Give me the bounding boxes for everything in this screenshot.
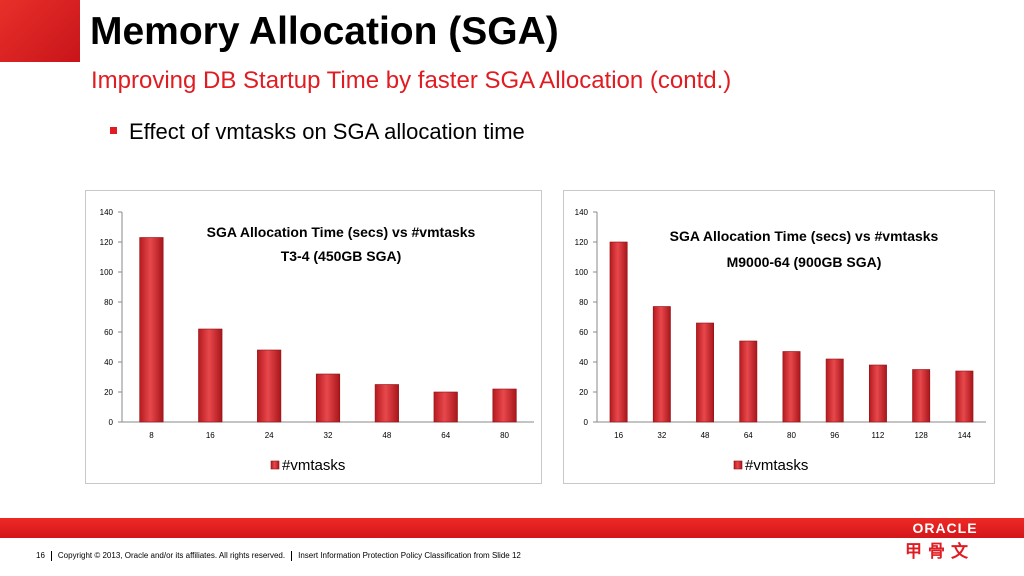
chart-svg: 0 20 40 60 80 100 120 140 8 16 24 32 48 64 80 SGA Alloc… bbox=[100, 208, 534, 474]
bullet-text: Effect of vmtasks on SGA allocation time bbox=[129, 119, 525, 144]
bar-48 bbox=[374, 384, 399, 423]
y-tick-label: 0 bbox=[109, 418, 114, 427]
y-tick-label: 100 bbox=[575, 268, 589, 277]
chart-title-line1: SGA Allocation Time (secs) vs #vmtasks bbox=[670, 228, 939, 244]
slide-subtitle: Improving DB Startup Time by faster SGA … bbox=[91, 67, 732, 94]
x-tick-label: 112 bbox=[872, 431, 885, 440]
x-tick-label: 8 bbox=[149, 431, 154, 440]
legend-label: #vmtasks bbox=[745, 457, 808, 474]
y-tick-label: 80 bbox=[579, 298, 588, 307]
page-number: 16 bbox=[36, 551, 45, 561]
footer-separator bbox=[291, 551, 293, 561]
bar-16 bbox=[609, 241, 628, 423]
slide-title: Memory Allocation (SGA) bbox=[90, 10, 559, 53]
classification-text: Insert Information Protection Policy Cla… bbox=[298, 551, 521, 561]
y-tick-label: 20 bbox=[579, 388, 588, 397]
chart-title-line2: T3-4 (450GB SGA) bbox=[281, 248, 402, 264]
x-tick-label: 128 bbox=[914, 431, 928, 440]
y-tick-label: 140 bbox=[100, 208, 114, 217]
y-tick-label: 100 bbox=[100, 268, 114, 277]
y-tick-label: 60 bbox=[104, 328, 113, 337]
bar-16 bbox=[198, 328, 223, 423]
bar-48 bbox=[696, 322, 715, 423]
bar-64 bbox=[739, 340, 758, 423]
oracle-logo: ORACLE bbox=[912, 520, 978, 536]
bullet-square-icon bbox=[110, 126, 117, 134]
x-tick-label: 96 bbox=[830, 431, 839, 440]
oracle-cn-logo: 甲骨文 bbox=[905, 542, 974, 562]
x-tick-label: 48 bbox=[701, 431, 710, 440]
y-tick-label: 40 bbox=[579, 358, 588, 367]
y-tick-label: 40 bbox=[104, 358, 113, 367]
y-tick-label: 140 bbox=[575, 208, 589, 217]
footer-separator bbox=[50, 551, 52, 561]
y-tick-label: 120 bbox=[575, 238, 589, 247]
x-tick-label: 24 bbox=[265, 431, 274, 440]
y-tick-label: 20 bbox=[104, 388, 113, 397]
chart-svg: 0 20 40 60 80 100 120 140 16 32 48 64 80 96 112 128 144 S… bbox=[575, 208, 986, 474]
chart-title-line2: M9000-64 (900GB SGA) bbox=[727, 254, 882, 270]
legend-swatch bbox=[270, 460, 280, 470]
x-tick-label: 64 bbox=[441, 431, 450, 440]
bullet-item: Effect of vmtasks on SGA allocation time bbox=[110, 119, 525, 145]
x-tick-label: 16 bbox=[614, 431, 623, 440]
chart-t3-4: 0 20 40 60 80 100 120 140 8 16 24 32 48 64 80 SGA Alloc… bbox=[85, 190, 542, 484]
bar-32 bbox=[315, 373, 341, 423]
y-tick-label: 0 bbox=[584, 418, 589, 427]
chart-m9000-64: 0 20 40 60 80 100 120 140 16 32 48 64 80 96 112 128 144 S… bbox=[563, 190, 995, 484]
x-tick-label: 32 bbox=[324, 431, 333, 440]
bar-80 bbox=[492, 388, 517, 423]
bar-32 bbox=[652, 306, 671, 423]
copyright-text: Copyright © 2013, Oracle and/or its affi… bbox=[57, 551, 286, 561]
bar-96 bbox=[825, 358, 844, 423]
bar-144 bbox=[955, 370, 974, 423]
x-tick-label: 32 bbox=[657, 431, 666, 440]
legend-label: #vmtasks bbox=[282, 457, 345, 474]
bar-128 bbox=[912, 369, 931, 423]
bar-64 bbox=[433, 391, 458, 423]
y-tick-label: 60 bbox=[579, 328, 588, 337]
footer-red-bar bbox=[0, 518, 1024, 538]
bar-24 bbox=[257, 349, 282, 423]
y-tick-label: 80 bbox=[104, 298, 113, 307]
x-tick-label: 64 bbox=[744, 431, 753, 440]
x-tick-label: 144 bbox=[958, 431, 972, 440]
bar-8 bbox=[139, 237, 164, 423]
x-tick-label: 80 bbox=[787, 431, 796, 440]
chart-title-line1: SGA Allocation Time (secs) vs #vmtasks bbox=[207, 224, 476, 240]
x-tick-label: 16 bbox=[206, 431, 215, 440]
corner-accent bbox=[0, 0, 80, 62]
bar-80 bbox=[782, 351, 801, 423]
bar-112 bbox=[868, 364, 887, 423]
x-tick-label: 80 bbox=[500, 431, 509, 440]
footer: 16 Copyright © 2013, Oracle and/or its af… bbox=[36, 551, 521, 561]
x-tick-label: 48 bbox=[382, 431, 391, 440]
y-tick-label: 120 bbox=[100, 238, 114, 247]
legend-swatch bbox=[733, 460, 743, 470]
